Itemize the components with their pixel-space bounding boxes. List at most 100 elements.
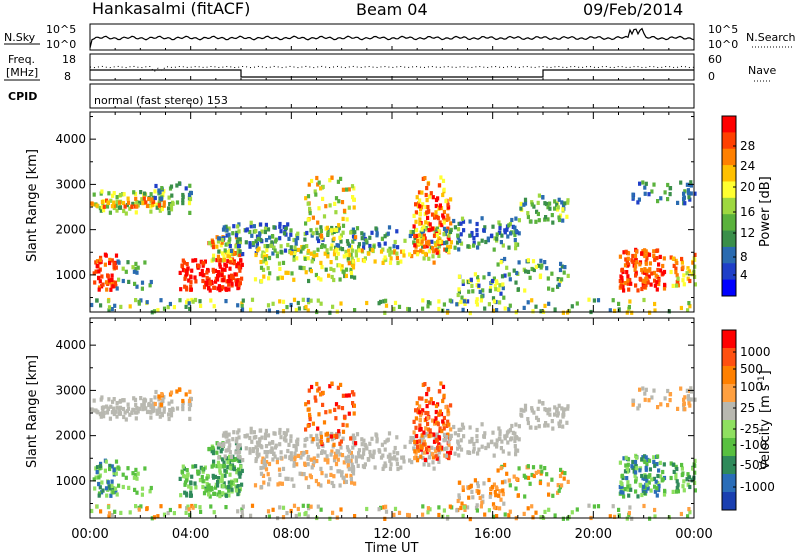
- power-cell: [635, 260, 639, 265]
- xtick-label: 12:00: [373, 527, 410, 542]
- velocity-cell: [445, 516, 450, 521]
- velocity-cell: [442, 415, 446, 421]
- velocity-cell: [408, 458, 412, 463]
- power-cell: [254, 239, 258, 244]
- power-cell: [661, 271, 665, 276]
- freq-label-line2: [MHz]: [6, 66, 38, 79]
- power-cell: [319, 260, 323, 265]
- power-cell: [423, 251, 427, 256]
- velocity-cell: [423, 457, 427, 462]
- velocity-cell: [437, 512, 441, 518]
- power-cell: [126, 200, 131, 205]
- power-cell: [153, 189, 157, 194]
- velocity-cell: [653, 489, 657, 494]
- velocity-cell: [274, 443, 278, 448]
- power-cell: [135, 204, 139, 209]
- velocity-cell: [284, 476, 288, 481]
- velocity-cell: [499, 446, 503, 451]
- velocity-cell: [342, 414, 347, 419]
- power-cell: [624, 257, 628, 262]
- velocity-cell: [429, 433, 433, 438]
- velocity-cell: [218, 468, 222, 473]
- power-cell: [626, 256, 630, 261]
- velocity-cell: [561, 413, 565, 418]
- power-cell: [646, 280, 650, 285]
- velocity-cell: [234, 488, 238, 493]
- power-cell: [517, 231, 521, 236]
- velocity-cell: [169, 390, 174, 395]
- velocity-cell: [315, 458, 319, 464]
- power-cell: [384, 257, 388, 262]
- velocity-cell: [645, 478, 649, 483]
- power-cell: [139, 190, 143, 195]
- velocity-cell: [196, 469, 200, 474]
- velocity-cell: [235, 445, 239, 450]
- velocity-cell: [312, 456, 316, 461]
- power-cell: [657, 281, 661, 287]
- power-cell: [486, 238, 490, 243]
- power-cell: [411, 230, 415, 235]
- power-cell: [112, 191, 116, 196]
- power-cell: [175, 200, 180, 205]
- velocity-cell: [343, 479, 347, 485]
- power-cell: [167, 206, 171, 211]
- power-cell: [188, 306, 192, 311]
- power-cell: [298, 265, 302, 270]
- velocity-cell: [134, 504, 138, 509]
- velocity-cell: [517, 466, 521, 471]
- power-cell: [351, 239, 355, 244]
- velocity-cell: [354, 441, 358, 446]
- velocity-cell: [421, 450, 425, 455]
- power-cell: [618, 254, 622, 259]
- velocity-cell: [340, 473, 344, 478]
- power-cell: [437, 236, 441, 241]
- power-cell: [100, 199, 104, 204]
- colorbar-tick-label: 16: [740, 205, 755, 219]
- velocity-cell: [286, 448, 290, 454]
- velocity-cell: [320, 450, 324, 455]
- power-cell: [185, 269, 189, 274]
- velocity-cell: [160, 392, 164, 397]
- noise-panel: N.Sky 10^5 10^0 10^5 10^0 N.Search: [4, 23, 796, 51]
- power-cell: [643, 268, 648, 273]
- power-cell: [258, 232, 262, 237]
- velocity-cell: [234, 450, 238, 455]
- power-cell: [438, 222, 442, 227]
- velocity-cell: [278, 427, 282, 433]
- velocity-cell: [326, 434, 331, 439]
- power-cell: [561, 204, 566, 209]
- velocity-cell: [674, 476, 678, 481]
- power-cell: [557, 217, 562, 223]
- power-cell: [319, 277, 323, 282]
- power-cell: [260, 279, 264, 284]
- power-cell: [316, 298, 320, 303]
- velocity-cell: [649, 488, 653, 493]
- power-cell: [339, 233, 343, 238]
- velocity-cell: [315, 437, 319, 442]
- colorbar-swatch: [722, 116, 736, 133]
- velocity-cell: [353, 514, 357, 519]
- velocity-cell: [140, 403, 144, 408]
- velocity-cell: [674, 472, 678, 477]
- velocity-cell: [135, 406, 139, 411]
- velocity-cell: [97, 482, 101, 487]
- velocity-panel: [89, 317, 697, 522]
- velocity-cell: [689, 389, 693, 394]
- velocity-cell: [266, 509, 271, 514]
- velocity-cell: [239, 464, 243, 469]
- velocity-cell: [503, 512, 507, 517]
- power-cell: [364, 238, 368, 243]
- velocity-cell: [644, 455, 648, 460]
- power-cell: [226, 259, 230, 264]
- power-cell: [626, 278, 630, 283]
- power-cell: [234, 233, 239, 238]
- power-cell: [118, 200, 122, 205]
- velocity-cell: [147, 402, 151, 408]
- velocity-cell: [226, 447, 230, 453]
- power-cell: [134, 210, 138, 215]
- velocity-cell: [314, 398, 318, 403]
- velocity-cell: [351, 465, 355, 470]
- velocity-cell: [515, 476, 519, 482]
- velocity-cell: [497, 426, 501, 431]
